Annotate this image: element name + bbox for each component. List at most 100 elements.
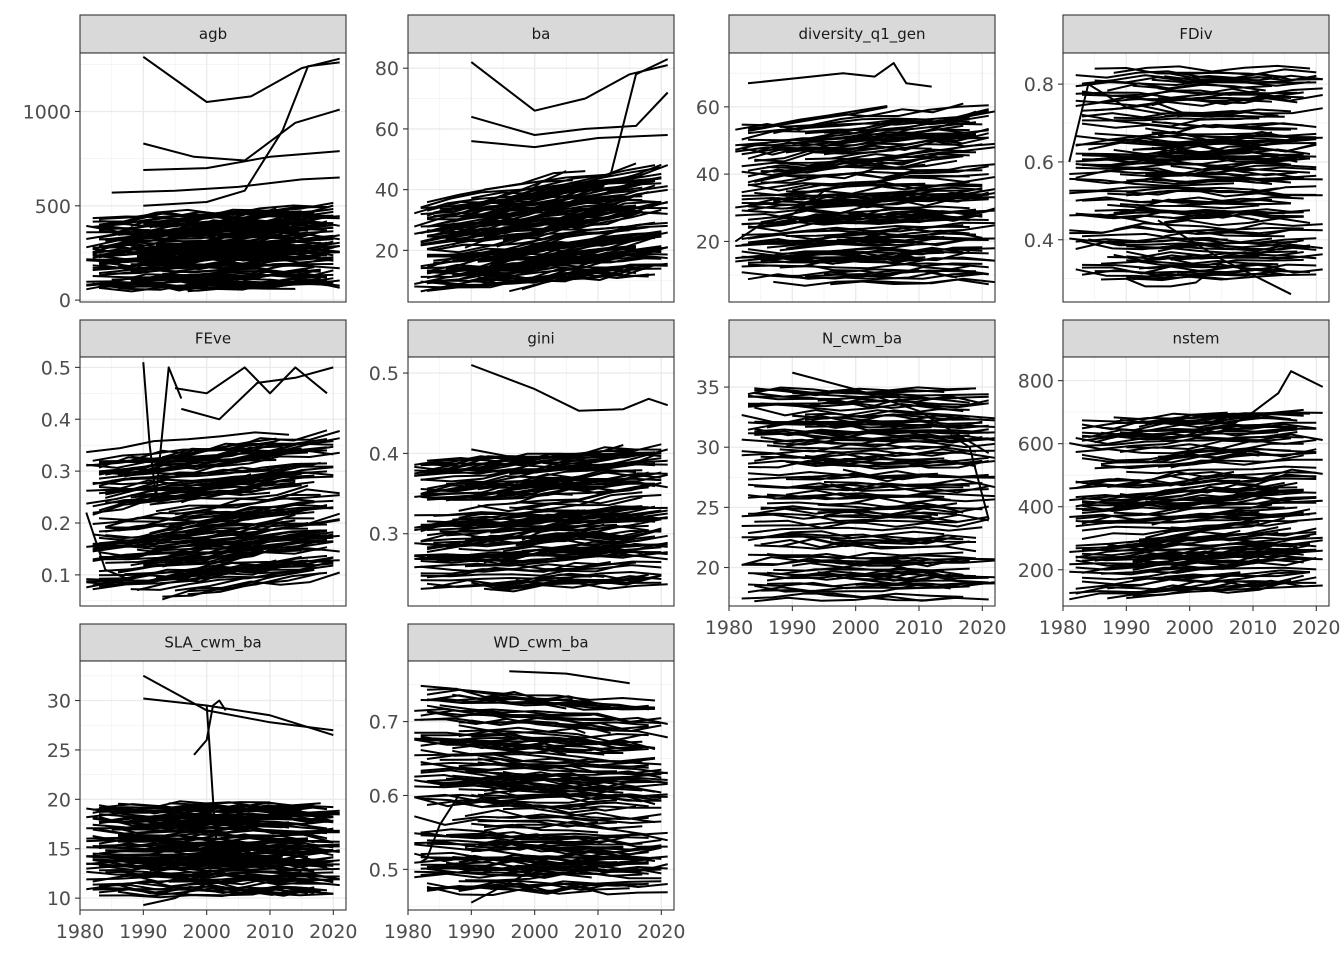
series-line [1157, 219, 1292, 296]
series-line [433, 267, 662, 286]
series-line [149, 538, 328, 562]
series-line [502, 509, 586, 526]
series-line [187, 572, 321, 596]
series-line [1100, 273, 1285, 282]
series-line [98, 221, 283, 231]
series-line [162, 249, 321, 261]
y-tick-label: 500 [35, 196, 71, 218]
series-line [483, 789, 668, 798]
series-line [779, 443, 951, 453]
series-line [92, 263, 334, 270]
series-line [747, 176, 995, 192]
series-line [747, 394, 958, 401]
series-line [823, 459, 977, 468]
series-line [741, 449, 995, 460]
series-line [1100, 416, 1298, 432]
series-line [98, 256, 334, 268]
y-tick-label: 60 [375, 119, 399, 141]
series-line [426, 687, 573, 702]
series-line [92, 878, 340, 887]
x-tick-label: 1990 [447, 921, 495, 943]
series-line [426, 472, 668, 493]
series-line [426, 778, 624, 791]
series-line [1081, 149, 1279, 159]
series-line [414, 717, 662, 732]
series-line [445, 204, 637, 240]
series-line [420, 573, 649, 590]
strip-label: FEve [195, 330, 231, 348]
series-line [1164, 74, 1323, 82]
series-line [747, 459, 983, 468]
series-line [785, 482, 989, 493]
series-line [420, 451, 656, 473]
strip-background [728, 14, 996, 54]
strip-background [407, 623, 675, 662]
series-line [1081, 154, 1317, 161]
series-line [1069, 556, 1317, 576]
series-line [785, 182, 926, 197]
strip-label: N_cwm_ba [822, 330, 902, 349]
series-line [734, 190, 825, 243]
series-line [92, 481, 315, 508]
series-line [747, 581, 977, 590]
series-line [773, 114, 989, 135]
series-line [98, 449, 328, 476]
panel-border [407, 52, 675, 303]
panel-border [1062, 52, 1330, 303]
series-line [1113, 238, 1298, 245]
series-line [92, 529, 321, 553]
series-line [464, 515, 573, 531]
series-line [458, 484, 618, 501]
y-tick-label: 20 [696, 558, 720, 580]
series-line [741, 448, 977, 457]
series-line [452, 813, 662, 824]
y-tick-label: 15 [47, 839, 71, 861]
series-line [735, 108, 989, 131]
series-line [521, 523, 605, 541]
series-line [420, 561, 637, 575]
series-line [464, 215, 612, 249]
series-line [420, 210, 643, 243]
series-line [1081, 520, 1298, 540]
series-line [426, 885, 592, 896]
series-line [86, 251, 321, 264]
y-tick-label: 35 [696, 377, 720, 399]
series-line [414, 550, 668, 563]
series-line [92, 439, 334, 462]
series-line [849, 496, 995, 505]
panel-gini: gini 0.3 0.4 0.5 [369, 319, 675, 607]
series-line [98, 863, 296, 872]
y-tick-label: 0.6 [369, 785, 399, 807]
series-line [1081, 540, 1311, 552]
series-line [747, 232, 977, 241]
series-line [1069, 166, 1247, 177]
y-tick-label: 200 [1018, 560, 1054, 582]
panel-FEve: FEve 0.1 0.2 0.3 0.4 0.5 [41, 319, 347, 607]
y-tick-label: 800 [1018, 371, 1054, 393]
series-line [92, 561, 328, 591]
series-line [747, 106, 888, 132]
series-line [458, 729, 649, 739]
series-line [1075, 442, 1304, 455]
series-line [830, 221, 995, 231]
y-tick-label: 0.3 [41, 461, 71, 483]
series-line [1081, 416, 1279, 423]
series-line [766, 270, 958, 279]
y-tick-label: 0.5 [41, 357, 71, 379]
series-line [143, 549, 302, 567]
panel-N_cwm_ba: N_cwm_ba 20 25 30 35 1980 1990 2000 2010 2020 [696, 319, 1007, 639]
series-line [798, 573, 989, 584]
series-line [1100, 451, 1247, 470]
series-line [483, 712, 618, 730]
series-line [174, 831, 328, 842]
series-line [477, 494, 662, 513]
series-line [747, 386, 945, 396]
y-tick-label: 10 [47, 888, 71, 910]
series-line [747, 473, 945, 481]
panel-ba: ba 20 40 60 80 [375, 14, 675, 303]
series-line [754, 238, 920, 245]
series-line [798, 196, 995, 212]
series-line [86, 806, 334, 814]
series-line [1075, 79, 1311, 88]
series-line [741, 173, 989, 194]
